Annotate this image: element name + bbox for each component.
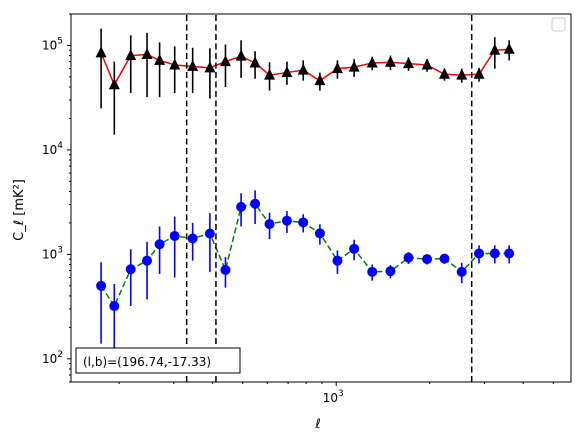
data-point-triangle (384, 55, 396, 67)
data-point-triangle (219, 55, 231, 67)
plot-frame (70, 13, 572, 383)
x-axis-label: ℓ (314, 417, 320, 432)
data-point-circle (220, 264, 231, 275)
data-point-circle (298, 217, 309, 228)
data-point-circle (504, 248, 515, 259)
data-point-triangle (438, 67, 450, 79)
data-point-triangle (314, 74, 326, 86)
data-point-triangle (235, 49, 247, 61)
data-point-circle (250, 198, 261, 209)
data-point-triangle (348, 60, 360, 72)
data-point-circle (489, 248, 500, 259)
data-point-triangle (503, 42, 515, 54)
data-point-triangle (403, 57, 415, 69)
vertical-reference-lines (185, 15, 473, 382)
data-point-circle (96, 280, 107, 291)
data-point-circle (169, 230, 180, 241)
data-point-triangle (141, 47, 153, 59)
data-point-circle (154, 239, 165, 250)
data-point-circle (109, 301, 120, 312)
data-point-circle (385, 266, 396, 277)
data-point-triangle (366, 56, 378, 68)
data-point-circle (236, 201, 247, 212)
y-tick-label: 102 (42, 350, 63, 366)
data-point-triangle (249, 56, 261, 68)
data-point-circle (456, 266, 467, 277)
data-point-triangle (421, 58, 433, 70)
series-1-line (100, 202, 510, 308)
data-point-circle (332, 255, 343, 266)
series-0 (95, 28, 515, 135)
data-point-circle (125, 264, 136, 275)
y-tick-label: 103 (42, 245, 63, 261)
data-point-triangle (473, 67, 485, 79)
data-point-triangle (297, 63, 309, 75)
y-tick-label: 104 (42, 141, 63, 157)
data-point-circle (314, 228, 325, 239)
data-point-circle (403, 252, 414, 263)
y-axis-label: C_ℓ [mK²] (12, 179, 27, 241)
series-1 (96, 190, 515, 359)
plot-content (95, 28, 515, 359)
data-point-triangle (264, 68, 276, 80)
data-point-circle (281, 215, 292, 226)
data-point-circle (187, 233, 198, 244)
data-point-circle (264, 219, 275, 230)
axis-ticks: 102 103 104 105 103 (42, 13, 554, 405)
data-point-triangle (154, 53, 166, 65)
x-tick-label: 103 (323, 389, 344, 405)
data-point-triangle (204, 61, 216, 73)
data-point-triangle (331, 62, 343, 74)
legend-box (551, 17, 566, 32)
data-point-triangle (281, 66, 293, 78)
data-point-circle (367, 266, 378, 277)
data-point-circle (474, 248, 485, 259)
data-point-triangle (169, 58, 181, 70)
data-point-circle (142, 255, 153, 266)
annotation-box: (l,b)=(196.74,-17.33) (75, 347, 241, 374)
annotation-text: (l,b)=(196.74,-17.33) (83, 355, 211, 369)
data-point-triangle (108, 78, 120, 90)
data-point-triangle (489, 43, 501, 55)
data-point-triangle (187, 59, 199, 71)
y-tick-label: 105 (42, 36, 63, 52)
data-point-circle (422, 254, 433, 265)
data-point-circle (349, 243, 360, 254)
data-point-triangle (125, 49, 137, 61)
data-point-circle (204, 228, 215, 239)
data-point-triangle (456, 68, 468, 80)
data-point-circle (439, 253, 450, 264)
data-point-triangle (95, 46, 107, 58)
